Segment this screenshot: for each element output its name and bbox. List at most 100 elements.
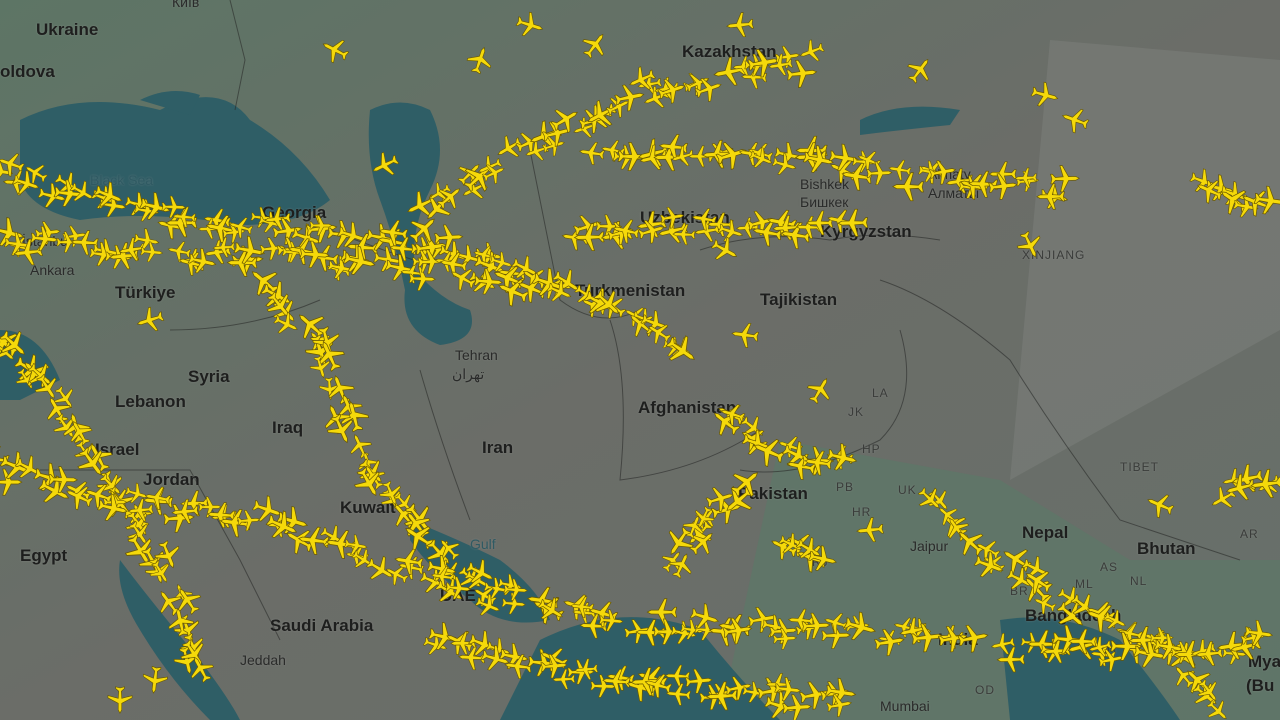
aircraft-icon[interactable] [82, 479, 115, 511]
aircraft-icon[interactable] [425, 553, 458, 585]
aircraft-icon[interactable] [724, 674, 754, 702]
aircraft-icon[interactable] [767, 53, 794, 78]
aircraft-icon[interactable] [503, 578, 529, 601]
aircraft-icon[interactable] [574, 658, 599, 681]
aircraft-icon[interactable] [1153, 632, 1185, 662]
aircraft-icon[interactable] [393, 546, 424, 575]
aircraft-icon[interactable] [655, 74, 688, 106]
aircraft-icon[interactable] [680, 618, 705, 641]
aircraft-icon[interactable] [1239, 624, 1267, 651]
aircraft-icon[interactable] [348, 545, 378, 574]
aircraft-icon[interactable] [782, 694, 813, 720]
aircraft-icon[interactable] [770, 151, 799, 178]
aircraft-icon[interactable] [957, 170, 991, 202]
aircraft-icon[interactable] [0, 215, 27, 251]
aircraft-icon[interactable] [184, 652, 217, 686]
aircraft-icon[interactable] [840, 160, 873, 191]
aircraft-icon[interactable] [747, 145, 776, 173]
aircraft-icon[interactable] [404, 209, 444, 249]
aircraft-icon[interactable] [345, 430, 375, 461]
aircraft-icon[interactable] [271, 309, 302, 339]
aircraft-icon[interactable] [473, 268, 504, 295]
aircraft-icon[interactable] [666, 549, 697, 581]
aircraft-icon[interactable] [746, 46, 780, 78]
aircraft-icon[interactable] [120, 530, 160, 571]
aircraft-icon[interactable] [299, 240, 330, 268]
aircraft-icon[interactable] [891, 172, 924, 202]
aircraft-icon[interactable] [261, 287, 298, 324]
aircraft-icon[interactable] [740, 427, 774, 460]
aircraft-icon[interactable] [179, 490, 209, 517]
aircraft-icon[interactable] [1203, 172, 1237, 204]
aircraft-icon[interactable] [62, 224, 88, 248]
aircraft-icon[interactable] [590, 674, 617, 698]
aircraft-icon[interactable] [308, 354, 333, 380]
aircraft-icon[interactable] [151, 538, 184, 573]
aircraft-icon[interactable] [30, 370, 64, 404]
aircraft-icon[interactable] [1050, 165, 1081, 193]
aircraft-icon[interactable] [706, 403, 745, 441]
aircraft-icon[interactable] [498, 641, 530, 672]
aircraft-icon[interactable] [638, 307, 671, 339]
aircraft-icon[interactable] [642, 670, 674, 700]
aircraft-icon[interactable] [166, 239, 192, 264]
aircraft-icon[interactable] [1193, 174, 1227, 207]
aircraft-icon[interactable] [35, 471, 75, 510]
aircraft-icon[interactable] [887, 158, 912, 181]
aircraft-icon[interactable] [1014, 167, 1038, 189]
aircraft-icon[interactable] [779, 220, 811, 250]
aircraft-icon[interactable] [688, 601, 722, 634]
aircraft-icon[interactable] [736, 217, 760, 239]
aircraft-icon[interactable] [1229, 462, 1265, 496]
aircraft-icon[interactable] [337, 398, 371, 434]
aircraft-icon[interactable] [21, 158, 51, 188]
aircraft-icon[interactable] [661, 330, 702, 371]
aircraft-icon[interactable] [760, 613, 789, 640]
aircraft-icon[interactable] [56, 231, 80, 253]
aircraft-icon[interactable] [198, 496, 222, 518]
aircraft-icon[interactable] [646, 598, 678, 626]
aircraft-icon[interactable] [796, 37, 826, 66]
aircraft-icon[interactable] [480, 159, 509, 187]
aircraft-icon[interactable] [123, 481, 150, 507]
aircraft-icon[interactable] [140, 241, 164, 263]
aircraft-icon[interactable] [161, 195, 187, 219]
aircraft-icon[interactable] [479, 643, 513, 675]
aircraft-icon[interactable] [458, 157, 500, 198]
aircraft-icon[interactable] [350, 463, 388, 502]
aircraft-icon[interactable] [123, 190, 154, 220]
aircraft-icon[interactable] [186, 246, 218, 276]
aircraft-icon[interactable] [1110, 631, 1143, 661]
aircraft-icon[interactable] [1149, 627, 1174, 649]
aircraft-icon[interactable] [822, 609, 850, 636]
aircraft-icon[interactable] [133, 198, 160, 224]
aircraft-icon[interactable] [996, 646, 1026, 673]
aircraft-icon[interactable] [318, 33, 353, 67]
aircraft-icon[interactable] [718, 401, 747, 428]
aircraft-icon[interactable] [793, 533, 826, 565]
aircraft-icon[interactable] [257, 210, 285, 236]
aircraft-icon[interactable] [1019, 552, 1053, 585]
aircraft-icon[interactable] [552, 668, 576, 690]
aircraft-icon[interactable] [335, 219, 370, 252]
aircraft-icon[interactable] [653, 618, 683, 645]
aircraft-icon[interactable] [617, 142, 650, 172]
aircraft-icon[interactable] [1195, 640, 1224, 667]
aircraft-icon[interactable] [988, 172, 1019, 201]
aircraft-icon[interactable] [176, 635, 212, 672]
aircraft-icon[interactable] [206, 502, 236, 529]
aircraft-icon[interactable] [383, 252, 417, 284]
aircraft-icon[interactable] [635, 210, 667, 240]
aircraft-icon[interactable] [749, 432, 789, 470]
aircraft-icon[interactable] [280, 522, 318, 559]
aircraft-icon[interactable] [692, 73, 725, 104]
aircraft-icon[interactable] [72, 442, 112, 483]
aircraft-icon[interactable] [866, 161, 893, 186]
aircraft-icon[interactable] [956, 622, 990, 654]
aircraft-icon[interactable] [172, 645, 202, 677]
aircraft-icon[interactable] [902, 52, 937, 88]
aircraft-icon[interactable] [540, 653, 568, 679]
aircraft-icon[interactable] [290, 305, 331, 346]
aircraft-icon[interactable] [570, 595, 595, 618]
